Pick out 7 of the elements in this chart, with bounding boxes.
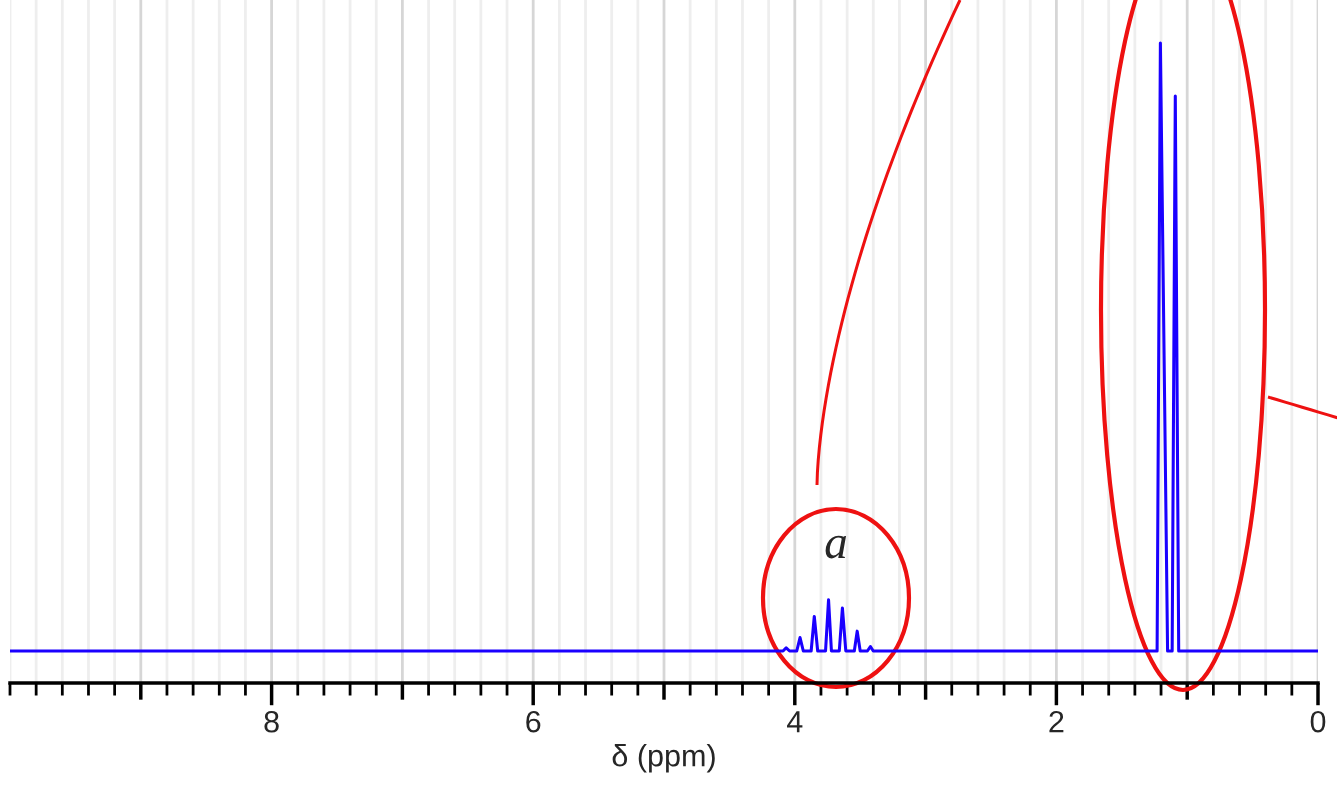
x-tick-label: 6	[526, 710, 541, 733]
x-tick-label: 4	[787, 711, 803, 733]
x-axis-title: δ (ppm)	[612, 744, 715, 773]
x-tick-label: 0	[1310, 710, 1326, 733]
x-tick-label: 8	[264, 710, 279, 733]
annotation: a	[825, 535, 847, 559]
x-tick-label: 2	[1049, 710, 1064, 733]
